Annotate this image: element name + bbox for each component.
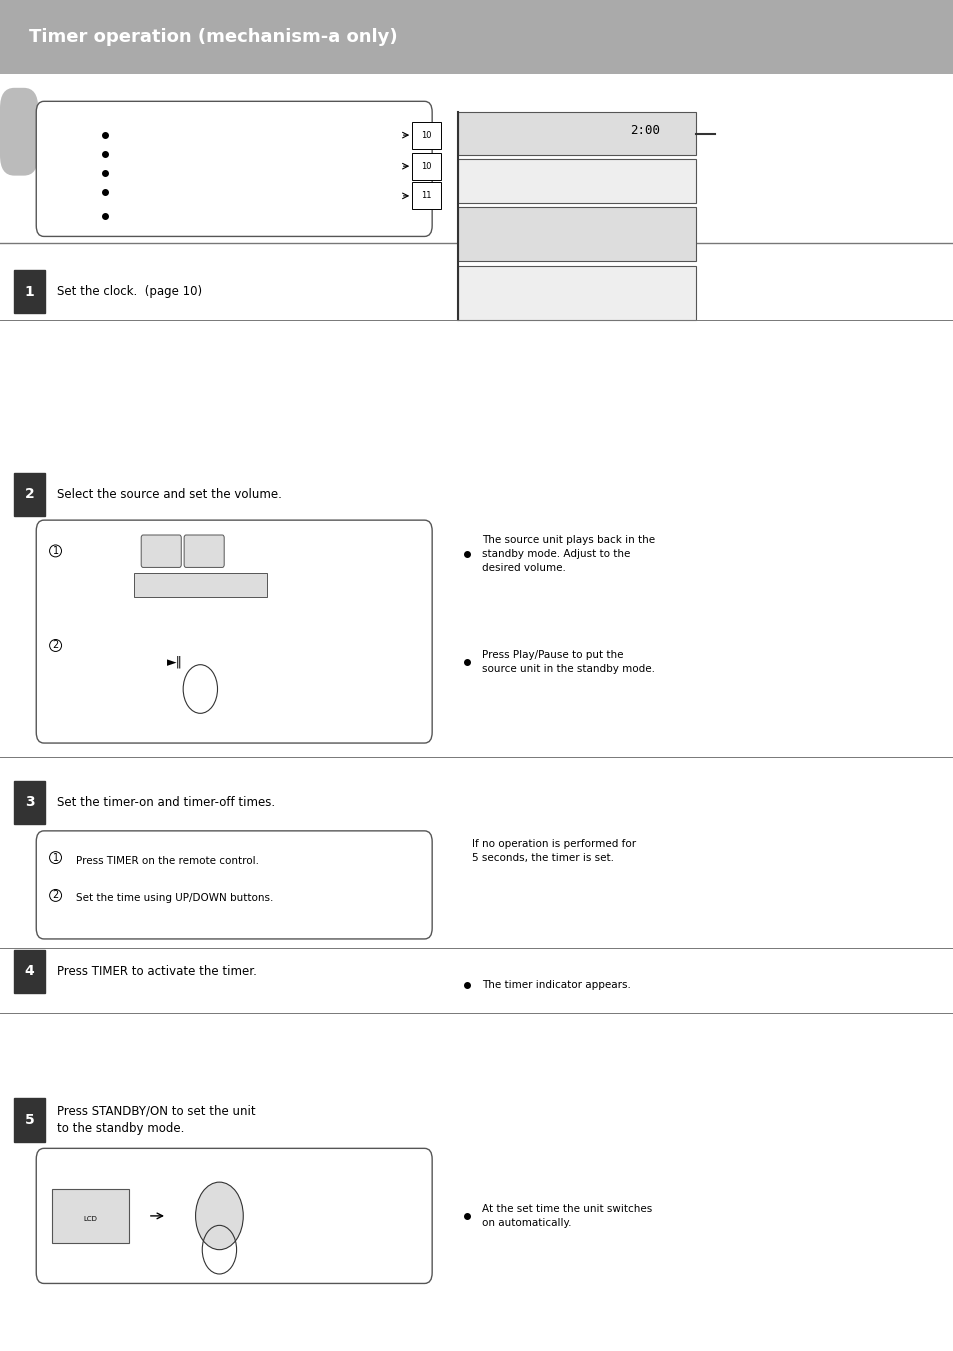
Text: 2: 2 (52, 640, 59, 650)
Text: The timer indicator appears.: The timer indicator appears. (481, 979, 630, 990)
Bar (412, 122, 440, 149)
Bar (457, 159, 696, 203)
Text: Set the clock.  (page 10): Set the clock. (page 10) (57, 285, 202, 299)
FancyBboxPatch shape (184, 535, 224, 567)
FancyBboxPatch shape (36, 101, 432, 236)
Text: Timer operation (mechanism-a only): Timer operation (mechanism-a only) (29, 28, 396, 46)
Bar (412, 182, 440, 209)
Bar (0, 0, 953, 74)
Bar (14, 473, 45, 516)
FancyBboxPatch shape (36, 1148, 432, 1283)
FancyBboxPatch shape (36, 520, 432, 743)
Bar (14, 1098, 45, 1142)
Text: Select the source and set the volume.: Select the source and set the volume. (57, 488, 282, 501)
Bar (412, 153, 440, 180)
Bar (457, 112, 696, 155)
Bar (14, 270, 45, 313)
Bar (14, 781, 45, 824)
Text: 10: 10 (420, 162, 432, 170)
Text: If no operation is performed for
5 seconds, the timer is set.: If no operation is performed for 5 secon… (472, 839, 636, 863)
Text: 1: 1 (52, 852, 58, 862)
Text: Press STANDBY/ON to set the unit
to the standby mode.: Press STANDBY/ON to set the unit to the … (57, 1105, 255, 1135)
Text: 2: 2 (52, 890, 59, 900)
Text: 2: 2 (25, 488, 34, 501)
FancyBboxPatch shape (36, 831, 432, 939)
Bar (14, 950, 45, 993)
FancyBboxPatch shape (0, 88, 38, 176)
Bar (457, 207, 696, 261)
Text: Press TIMER to activate the timer.: Press TIMER to activate the timer. (57, 965, 257, 978)
Text: The source unit plays back in the
standby mode. Adjust to the
desired volume.: The source unit plays back in the standb… (481, 535, 654, 573)
Text: 4: 4 (25, 965, 34, 978)
Text: 2:00: 2:00 (629, 124, 659, 136)
Text: 11: 11 (420, 192, 432, 200)
Text: Press Play/Pause to put the
source unit in the standby mode.: Press Play/Pause to put the source unit … (481, 650, 654, 674)
Text: 3: 3 (25, 796, 34, 809)
FancyBboxPatch shape (141, 535, 181, 567)
Text: 5: 5 (25, 1113, 34, 1127)
Circle shape (195, 1182, 243, 1250)
Text: Set the time using UP/DOWN buttons.: Set the time using UP/DOWN buttons. (76, 893, 274, 904)
Text: ►‖: ►‖ (167, 655, 183, 669)
Text: 1: 1 (52, 546, 58, 555)
Text: Press TIMER on the remote control.: Press TIMER on the remote control. (76, 855, 259, 866)
Text: At the set time the unit switches
on automatically.: At the set time the unit switches on aut… (481, 1204, 651, 1228)
Text: 1: 1 (25, 285, 34, 299)
Bar (457, 266, 696, 320)
Text: LCD: LCD (84, 1216, 97, 1221)
Bar (133, 573, 267, 597)
Text: 10: 10 (420, 131, 432, 139)
Text: Set the timer-on and timer-off times.: Set the timer-on and timer-off times. (57, 796, 275, 809)
Bar (52, 1189, 129, 1243)
